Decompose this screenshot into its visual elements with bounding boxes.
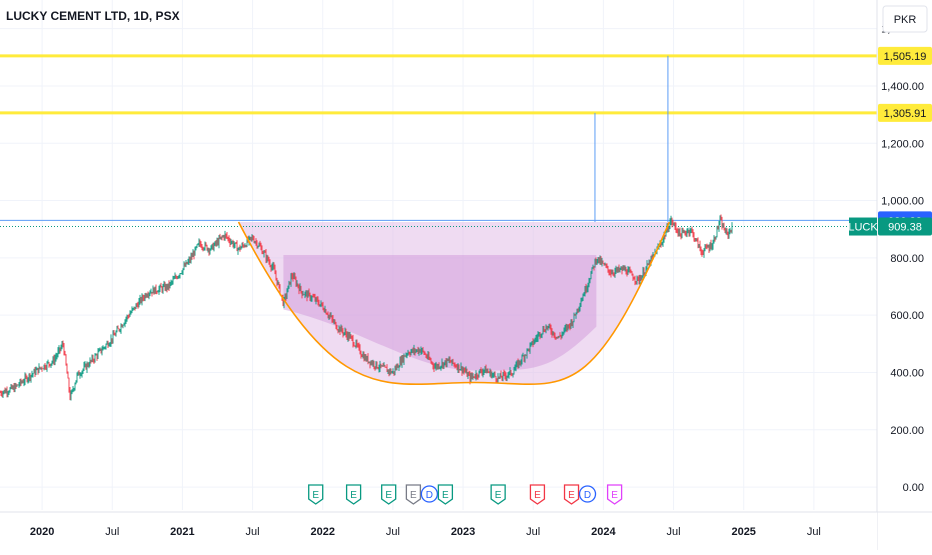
- cup-pattern-fill: [238, 222, 670, 385]
- price-tick-label: 0.00: [903, 482, 924, 494]
- symbol-tag-box[interactable]: [849, 217, 877, 236]
- time-tick-label: 2022: [310, 526, 334, 538]
- earnings-marker[interactable]: E: [345, 484, 362, 505]
- time-tick-label: Jul: [386, 526, 400, 538]
- currency-button[interactable]: [882, 5, 928, 33]
- price-tick-label: 600.00: [890, 310, 924, 322]
- earnings-marker[interactable]: E: [405, 484, 422, 505]
- time-tick-label: 2025: [731, 526, 755, 538]
- dividend-marker[interactable]: D: [420, 485, 439, 503]
- event-marker-letter[interactable]: E: [350, 490, 357, 501]
- symbol-tag-text: LUCK: [848, 222, 878, 234]
- event-marker-letter[interactable]: E: [568, 490, 575, 501]
- time-tick-label: Jul: [807, 526, 821, 538]
- resistance-1-label[interactable]: 1,305.91: [878, 103, 932, 122]
- dividend-marker-badge[interactable]: [420, 485, 439, 503]
- event-marker-letter[interactable]: E: [442, 490, 449, 501]
- time-axis-background: [0, 512, 877, 550]
- time-axis: 2020 Jul 2021 Jul 2022 Jul 2023 Jul 2024 Jul 2025 J…: [0, 511, 932, 550]
- earnings-marker-badge[interactable]: [405, 484, 422, 505]
- price-axis-background: [877, 0, 932, 550]
- earnings-marker-badge[interactable]: [606, 484, 623, 505]
- time-tick-label: 2023: [451, 526, 475, 538]
- resistance-1-label-text: 1,305.91: [884, 108, 927, 120]
- earnings-marker[interactable]: E: [381, 484, 397, 505]
- time-tick-label: 2021: [170, 526, 194, 538]
- last-price-label-text: 909.38: [888, 222, 922, 234]
- price-tick-label: 400.00: [890, 367, 924, 379]
- price-tick-label: 1,400.00: [881, 81, 924, 93]
- chart-title: LUCKY CEMENT LTD, 1D, PSX: [6, 9, 180, 23]
- event-marker-letter[interactable]: E: [534, 490, 541, 501]
- earnings-marker[interactable]: E: [529, 484, 546, 505]
- earnings-marker[interactable]: E: [490, 484, 506, 505]
- earnings-marker[interactable]: E: [563, 484, 580, 505]
- price-tick-label: 800.00: [890, 253, 924, 265]
- resistance-2-label-text: 1,505.19: [884, 51, 927, 63]
- event-marker-letter[interactable]: E: [495, 490, 502, 501]
- event-marker-letter[interactable]: E: [312, 490, 319, 501]
- time-tick-label: 2024: [591, 526, 616, 538]
- earnings-marker[interactable]: E: [437, 484, 454, 505]
- event-marker-letter[interactable]: D: [426, 490, 433, 501]
- price-tick-label: 1,000.00: [881, 196, 924, 208]
- event-marker-letter[interactable]: D: [584, 490, 591, 501]
- earnings-marker-badge[interactable]: [308, 484, 324, 505]
- event-marker-letter[interactable]: E: [410, 490, 417, 501]
- cup-inner-fill: [283, 255, 597, 371]
- event-marker-letter[interactable]: E: [611, 490, 618, 501]
- price-tick-label: 200.00: [890, 425, 924, 437]
- earnings-marker-badge[interactable]: [563, 484, 580, 505]
- earnings-marker-badge[interactable]: [381, 484, 397, 505]
- last-price-label[interactable]: 909.38: [878, 217, 932, 236]
- earnings-marker[interactable]: E: [606, 484, 623, 505]
- dividend-marker-badge[interactable]: [578, 485, 597, 503]
- price-axis: 1,600.001,400.001,200.00800.00600.00400.…: [876, 0, 932, 550]
- time-tick-label: 2020: [30, 526, 54, 538]
- time-tick-label: Jul: [667, 526, 681, 538]
- last-price-label-box[interactable]: [878, 217, 932, 236]
- resistance-2-label[interactable]: 1,505.19: [878, 46, 932, 65]
- time-tick-label: Jul: [526, 526, 540, 538]
- earnings-marker[interactable]: E: [308, 484, 324, 505]
- earnings-marker-badge[interactable]: [490, 484, 506, 505]
- resistance-2-label-box[interactable]: [878, 46, 932, 65]
- earnings-marker-badge[interactable]: [437, 484, 454, 505]
- event-marker-letter[interactable]: E: [385, 490, 392, 501]
- currency-label[interactable]: PKR: [894, 14, 917, 26]
- resistance-1-label-box[interactable]: [878, 103, 932, 122]
- price-tick-label: 1,200.00: [881, 138, 924, 150]
- time-tick-label: Jul: [246, 526, 260, 538]
- earnings-marker-badge[interactable]: [345, 484, 362, 505]
- earnings-marker-badge[interactable]: [529, 484, 546, 505]
- time-tick-label: Jul: [105, 526, 119, 538]
- cup-curve: [237, 221, 671, 385]
- dividend-marker[interactable]: D: [578, 485, 597, 503]
